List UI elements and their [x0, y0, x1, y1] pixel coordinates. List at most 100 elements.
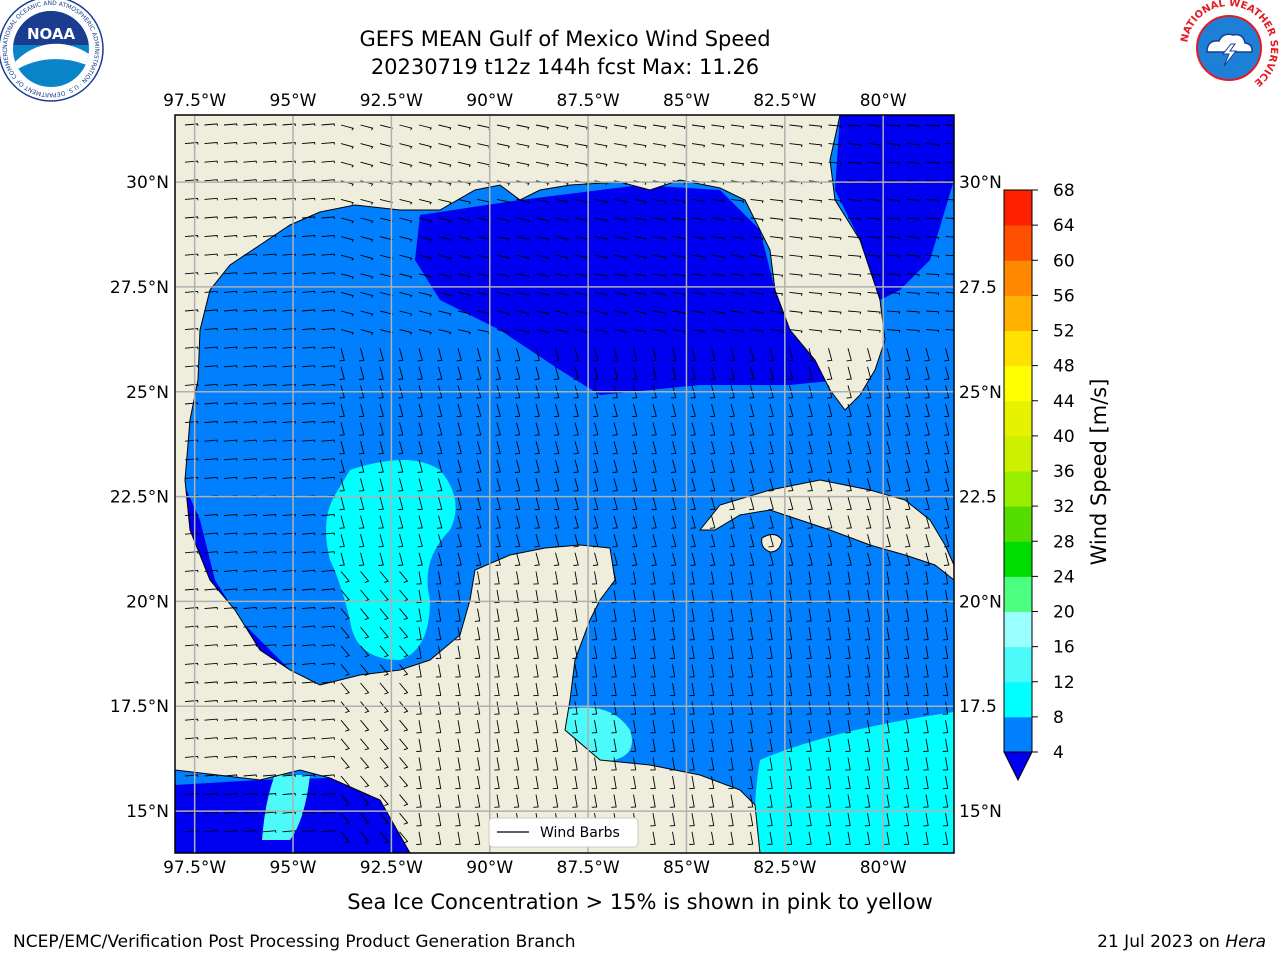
wind-barb: [591, 738, 598, 752]
wind-barb: [708, 627, 715, 641]
wind-barb: [514, 366, 521, 380]
wind-barb: [360, 812, 370, 825]
wind-barb: [262, 662, 277, 666]
wind-barb: [611, 571, 617, 585]
wind-barb: [846, 422, 852, 436]
wind-barb: [864, 682, 871, 697]
credit-host: Hera: [1225, 932, 1266, 952]
wind-barb: [474, 571, 481, 585]
wind-barb: [923, 589, 929, 604]
wind-barb: [631, 478, 638, 492]
wind-barb: [828, 273, 842, 278]
wind-barb: [360, 329, 374, 335]
wind-barb: [184, 551, 199, 554]
wind-barb: [750, 329, 764, 334]
wind-barb: [534, 385, 540, 399]
wind-barb: [945, 124, 954, 126]
lat-label-left: 20°N: [126, 592, 169, 612]
wind-barb: [825, 775, 832, 790]
wind-barb: [262, 569, 277, 573]
wind-barb: [943, 534, 950, 548]
wind-barb: [340, 161, 354, 168]
wind-barb: [379, 589, 389, 602]
longitude-labels-top: 97.5°W 95°W 92.5°W 90°W 87.5°W 85°W 82.5°W 80°W: [163, 91, 907, 111]
wind-barb: [495, 441, 501, 455]
wind-barb: [748, 515, 755, 529]
wind-barb: [438, 143, 452, 149]
wind-barb: [399, 719, 409, 732]
wind-barb: [786, 682, 793, 697]
wind-barb: [243, 142, 257, 145]
wind-barb: [301, 569, 316, 573]
wind-barb: [416, 664, 422, 678]
wind-barb: [282, 402, 296, 405]
wind-barb: [513, 682, 520, 697]
wind-barb: [845, 664, 851, 678]
wind-barb: [321, 588, 335, 591]
wind-barb: [474, 720, 481, 734]
wind-barb: [399, 254, 413, 261]
wind-barb: [945, 329, 954, 331]
wind-barb: [321, 142, 335, 145]
wind-barb: [652, 236, 667, 241]
wind-barb: [360, 143, 374, 149]
wind-barb: [747, 682, 754, 697]
wind-barb: [340, 198, 354, 205]
wind-barb: [787, 348, 794, 362]
wind-barb: [768, 534, 774, 548]
wind-barb: [651, 478, 657, 492]
wind-barb: [828, 198, 842, 203]
wind-barb: [573, 478, 579, 492]
colorbar-tick-label: 44: [1053, 392, 1075, 412]
wind-barb: [826, 459, 833, 473]
wind-barb: [845, 813, 851, 827]
wind-barb: [358, 515, 365, 529]
wind-barb: [767, 645, 773, 659]
wind-barb: [847, 161, 862, 166]
wind-barb: [942, 720, 949, 734]
wind-barb: [360, 626, 370, 639]
wind-barb: [923, 720, 929, 734]
wind-barb: [418, 329, 432, 335]
wind-barb: [845, 738, 851, 752]
wind-barb: [845, 682, 851, 697]
wind-barb: [514, 385, 521, 399]
colorbar-tick-label: 12: [1053, 673, 1075, 693]
wind-barb: [923, 794, 929, 808]
wind-barb: [360, 124, 374, 131]
wind-barb: [340, 812, 350, 825]
wind-barb: [630, 738, 637, 752]
wind-barb: [282, 755, 296, 759]
wind-barb: [321, 476, 335, 480]
lon-label-bottom: 87.5°W: [557, 858, 620, 878]
wind-barb: [435, 720, 442, 734]
wind-barb: [184, 774, 199, 777]
wind-barb: [184, 644, 199, 647]
wind-barb: [650, 794, 656, 808]
wind-barb: [555, 254, 569, 260]
wind-barb: [612, 496, 618, 511]
wind-barb: [669, 775, 676, 790]
wind-barb: [650, 589, 656, 604]
wind-barb: [301, 383, 316, 387]
wind-barb: [552, 738, 559, 752]
wind-barb: [495, 385, 501, 399]
wind-barb: [769, 217, 784, 222]
wind-barb: [767, 682, 773, 697]
wind-barb: [631, 366, 638, 380]
wind-barb: [495, 515, 501, 529]
wind-barb: [789, 310, 803, 315]
wind-barb: [379, 701, 389, 714]
wind-barb: [923, 608, 929, 622]
wind-barb: [397, 403, 404, 418]
wind-barb: [903, 608, 910, 622]
wind-barb: [379, 626, 389, 639]
wind-barb: [455, 757, 461, 771]
wind-barb: [243, 309, 257, 312]
wind-barb: [728, 720, 734, 734]
wind-barb: [691, 198, 706, 204]
wind-barb: [708, 775, 715, 790]
lon-label-bottom: 90°W: [466, 858, 513, 878]
wind-barb: [711, 254, 725, 260]
wind-barb: [884, 757, 890, 771]
